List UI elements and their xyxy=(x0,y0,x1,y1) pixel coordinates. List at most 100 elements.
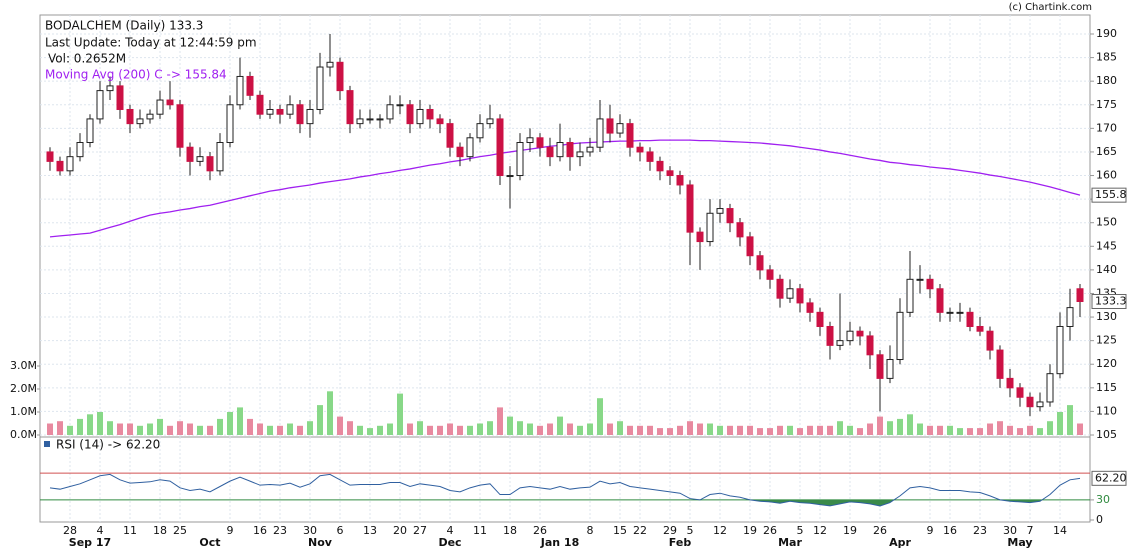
volume-bar xyxy=(497,407,503,435)
volume-bar xyxy=(987,423,993,435)
candle-body xyxy=(786,288,794,299)
x-tick-label: 5 xyxy=(687,524,694,537)
month-label: Apr xyxy=(889,536,911,549)
y-tick-label: 175 xyxy=(1096,98,1117,111)
volume-bar xyxy=(947,425,953,435)
candle-body xyxy=(816,311,824,327)
candle-body xyxy=(196,156,204,162)
volume-bar xyxy=(827,425,833,435)
candle-body xyxy=(686,184,694,233)
y-tick-label: 110 xyxy=(1096,404,1117,417)
volume-bar xyxy=(867,423,873,435)
last-price-label-box xyxy=(1091,293,1127,309)
volume-bar xyxy=(607,423,613,435)
candle-body xyxy=(756,255,764,271)
candle-body xyxy=(606,118,614,134)
ma-value-label-box xyxy=(1091,187,1127,203)
volume-bar xyxy=(417,421,423,435)
ma-value-label: 155.8 xyxy=(1095,188,1127,201)
candle-body xyxy=(396,104,404,107)
y-tick-label: 180 xyxy=(1096,74,1117,87)
candle-body xyxy=(356,118,364,125)
volume-bar xyxy=(567,423,573,435)
rsi-layer xyxy=(49,473,1081,507)
volume-bar xyxy=(977,428,983,435)
candle-body xyxy=(76,142,84,158)
volume-bar xyxy=(647,425,653,435)
month-label: Jan 18 xyxy=(540,536,579,549)
volume-bar xyxy=(697,423,703,435)
candle-body xyxy=(236,75,244,106)
volume-bar xyxy=(857,428,863,435)
candle-body xyxy=(446,123,454,148)
candle-body xyxy=(506,175,514,178)
volume-bar xyxy=(327,391,333,435)
candle-body xyxy=(1036,401,1044,408)
candle-body xyxy=(556,142,564,158)
y-tick-label: 120 xyxy=(1096,357,1117,370)
candle-body xyxy=(416,108,424,125)
volume-bar xyxy=(777,425,783,435)
candle-body xyxy=(86,118,94,144)
volume-bar xyxy=(907,414,913,435)
candle-body xyxy=(826,325,834,346)
candle-body xyxy=(256,94,264,115)
candle-body xyxy=(276,108,284,115)
volume-bar xyxy=(217,418,223,435)
volume-bar xyxy=(897,418,903,435)
candle-body xyxy=(726,208,734,224)
volume-bar xyxy=(47,423,53,435)
volume-bar xyxy=(257,423,263,435)
candle-body xyxy=(806,302,814,313)
volume-bar xyxy=(587,423,593,435)
candle-body xyxy=(886,359,894,379)
x-tick-label: 8 xyxy=(587,524,594,537)
y-tick-label: 145 xyxy=(1096,239,1117,252)
candle-body xyxy=(496,118,504,177)
volume-bar xyxy=(997,421,1003,435)
candle-body xyxy=(716,208,724,214)
volume-bar xyxy=(87,414,93,435)
volume-bar xyxy=(717,425,723,435)
candle-body xyxy=(986,330,994,351)
candle-body xyxy=(1006,377,1014,389)
volume-bar xyxy=(727,425,733,435)
candle-body xyxy=(676,175,684,186)
volume-bar xyxy=(1057,412,1063,435)
candle-body xyxy=(1066,307,1074,327)
volume-bar xyxy=(277,425,283,435)
volume-bar xyxy=(597,398,603,435)
volume-bar xyxy=(317,405,323,435)
x-tick-label: 12 xyxy=(713,524,727,537)
volume-bar xyxy=(187,423,193,435)
volume-bar xyxy=(447,423,453,435)
candle-body xyxy=(426,108,434,120)
volume-bar xyxy=(817,425,823,435)
volume-bar xyxy=(1017,428,1023,435)
candle-body xyxy=(146,113,154,120)
volume-bar xyxy=(107,421,113,435)
volume-bar xyxy=(147,423,153,435)
last-price-label: 133.3 xyxy=(1095,294,1127,307)
x-tick-label: 26 xyxy=(533,524,547,537)
volume-bar xyxy=(927,425,933,435)
month-label: Feb xyxy=(669,536,692,549)
text-layer: BODALCHEM (Daily) 133.3 Last Update: Toda… xyxy=(10,19,1127,549)
candle-body xyxy=(656,160,664,172)
x-tick-label: 19 xyxy=(743,524,757,537)
candles-layer xyxy=(46,34,1084,417)
volume-bar xyxy=(787,425,793,435)
volume-bar xyxy=(207,425,213,435)
x-tick-label: 30 xyxy=(303,524,317,537)
volume-bar xyxy=(247,418,253,435)
candle-body xyxy=(836,340,844,346)
candle-body xyxy=(106,85,114,92)
candle-body xyxy=(746,236,754,257)
candle-body xyxy=(906,278,914,313)
volume-bar xyxy=(77,418,83,435)
y-tick-label: 105 xyxy=(1096,428,1117,441)
volume-bar xyxy=(617,421,623,435)
candle-body xyxy=(856,330,864,337)
candle-body xyxy=(696,231,704,243)
